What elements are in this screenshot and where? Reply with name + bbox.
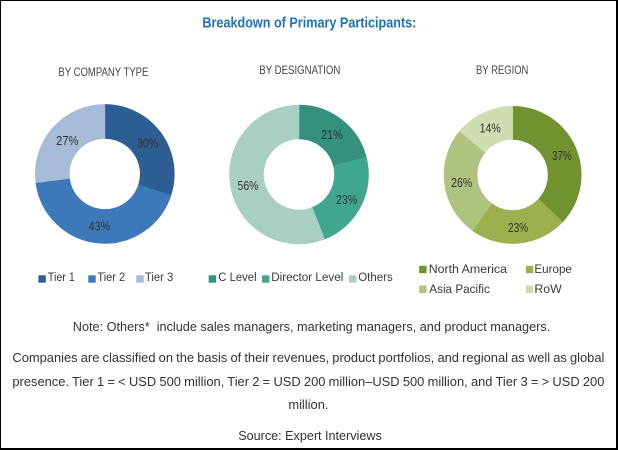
- svg-text:56%: 56%: [238, 178, 259, 193]
- svg-text:BY COMPANY TYPE: BY COMPANY TYPE: [58, 65, 148, 79]
- svg-text:Asia Pacific: Asia Pacific: [429, 282, 490, 296]
- svg-text:Others: Others: [358, 270, 393, 284]
- svg-text:Europe: Europe: [534, 262, 572, 276]
- svg-text:Director Level: Director Level: [271, 270, 343, 284]
- svg-text:C Level: C Level: [218, 270, 256, 284]
- svg-text:26%: 26%: [451, 175, 472, 190]
- svg-text:30%: 30%: [137, 136, 158, 151]
- svg-text:Tier 1: Tier 1: [48, 270, 75, 284]
- svg-text:27%: 27%: [56, 133, 78, 148]
- svg-text:14%: 14%: [480, 120, 501, 135]
- svg-text:BY REGION: BY REGION: [476, 63, 528, 77]
- svg-text:North America: North America: [429, 262, 507, 276]
- svg-text:RoW: RoW: [534, 282, 562, 296]
- svg-text:Tier 2: Tier 2: [97, 270, 125, 284]
- svg-text:37%: 37%: [552, 148, 572, 163]
- svg-text:21%: 21%: [321, 127, 343, 142]
- svg-text:23%: 23%: [508, 220, 528, 235]
- svg-text:Tier 3: Tier 3: [145, 270, 173, 284]
- svg-text:43%: 43%: [89, 219, 111, 234]
- svg-text:23%: 23%: [336, 192, 357, 207]
- svg-text:BY DESIGNATION: BY DESIGNATION: [259, 63, 340, 77]
- svg-text:Breakdown of Primary Participa: Breakdown of Primary Participants:: [202, 14, 416, 31]
